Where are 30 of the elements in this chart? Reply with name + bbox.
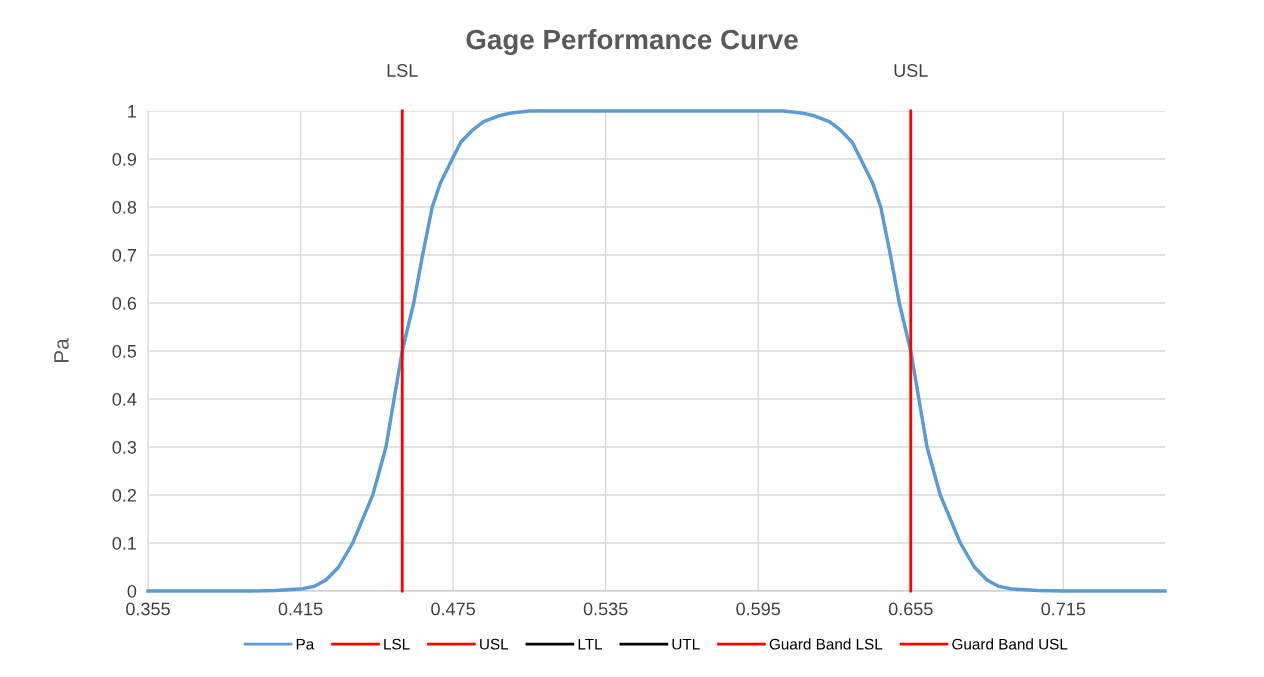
y-tick-label: 0.3 xyxy=(112,440,137,454)
legend-label: Pa xyxy=(296,638,315,650)
legend-label: LTL xyxy=(578,638,603,650)
y-tick-label: 0.2 xyxy=(112,488,136,502)
legend-label: Guard Band USL xyxy=(952,638,1068,650)
y-axis-title: Pa xyxy=(54,338,69,363)
y-tick-label: 0.6 xyxy=(112,296,137,310)
legend-label: UTL xyxy=(672,638,700,650)
legend-label: LSL xyxy=(384,638,410,650)
legend-label: USL xyxy=(480,638,509,650)
x-tick-label: 0.475 xyxy=(431,602,475,616)
x-tick-label: 0.415 xyxy=(278,602,323,616)
line-series xyxy=(146,109,1167,593)
x-tick-label: 0.595 xyxy=(736,602,781,616)
chart-title: Gage Performance Curve xyxy=(466,28,798,56)
x-tick-label: 0.535 xyxy=(583,602,628,616)
y-tick-label: 0.5 xyxy=(112,344,137,358)
annotation: USL xyxy=(894,64,928,77)
x-tick-label: 0.355 xyxy=(126,602,170,616)
y-tick-label: 0 xyxy=(127,584,137,598)
y-tick-label: 0.9 xyxy=(112,152,137,166)
legend-label: Guard Band LSL xyxy=(769,638,883,650)
x-tick-label: 0.715 xyxy=(1041,602,1086,616)
y-tick-label: 0.8 xyxy=(112,200,137,214)
y-tick-label: 0.1 xyxy=(112,536,137,550)
x-tick-label: 0.655 xyxy=(888,602,933,616)
annotation: LSL xyxy=(387,64,418,77)
y-tick-label: 1 xyxy=(128,105,137,118)
y-tick-label: 0.7 xyxy=(112,248,136,262)
y-tick-label: 0.4 xyxy=(112,392,137,406)
